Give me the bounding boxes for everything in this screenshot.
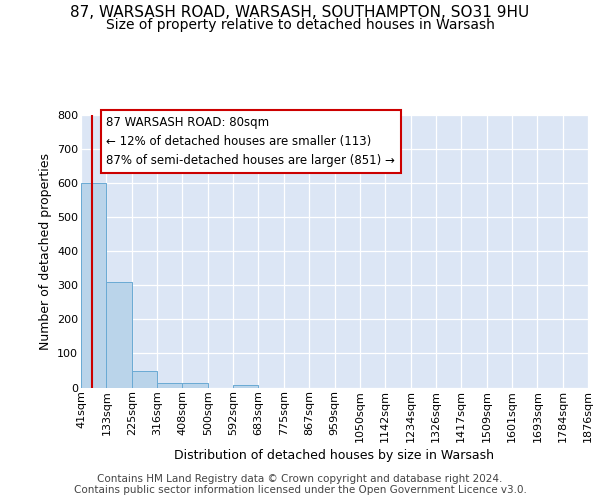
Text: 87 WARSASH ROAD: 80sqm
← 12% of detached houses are smaller (113)
87% of semi-de: 87 WARSASH ROAD: 80sqm ← 12% of detached… xyxy=(106,116,395,166)
Bar xyxy=(132,372,157,388)
Bar xyxy=(182,382,208,388)
Y-axis label: Number of detached properties: Number of detached properties xyxy=(38,153,52,350)
Bar xyxy=(157,384,182,388)
Text: Contains public sector information licensed under the Open Government Licence v3: Contains public sector information licen… xyxy=(74,485,526,495)
Bar xyxy=(81,183,106,388)
Bar xyxy=(233,385,259,388)
Bar xyxy=(106,282,132,388)
X-axis label: Distribution of detached houses by size in Warsash: Distribution of detached houses by size … xyxy=(175,450,494,462)
Text: Contains HM Land Registry data © Crown copyright and database right 2024.: Contains HM Land Registry data © Crown c… xyxy=(97,474,503,484)
Text: 87, WARSASH ROAD, WARSASH, SOUTHAMPTON, SO31 9HU: 87, WARSASH ROAD, WARSASH, SOUTHAMPTON, … xyxy=(70,5,530,20)
Text: Size of property relative to detached houses in Warsash: Size of property relative to detached ho… xyxy=(106,18,494,32)
